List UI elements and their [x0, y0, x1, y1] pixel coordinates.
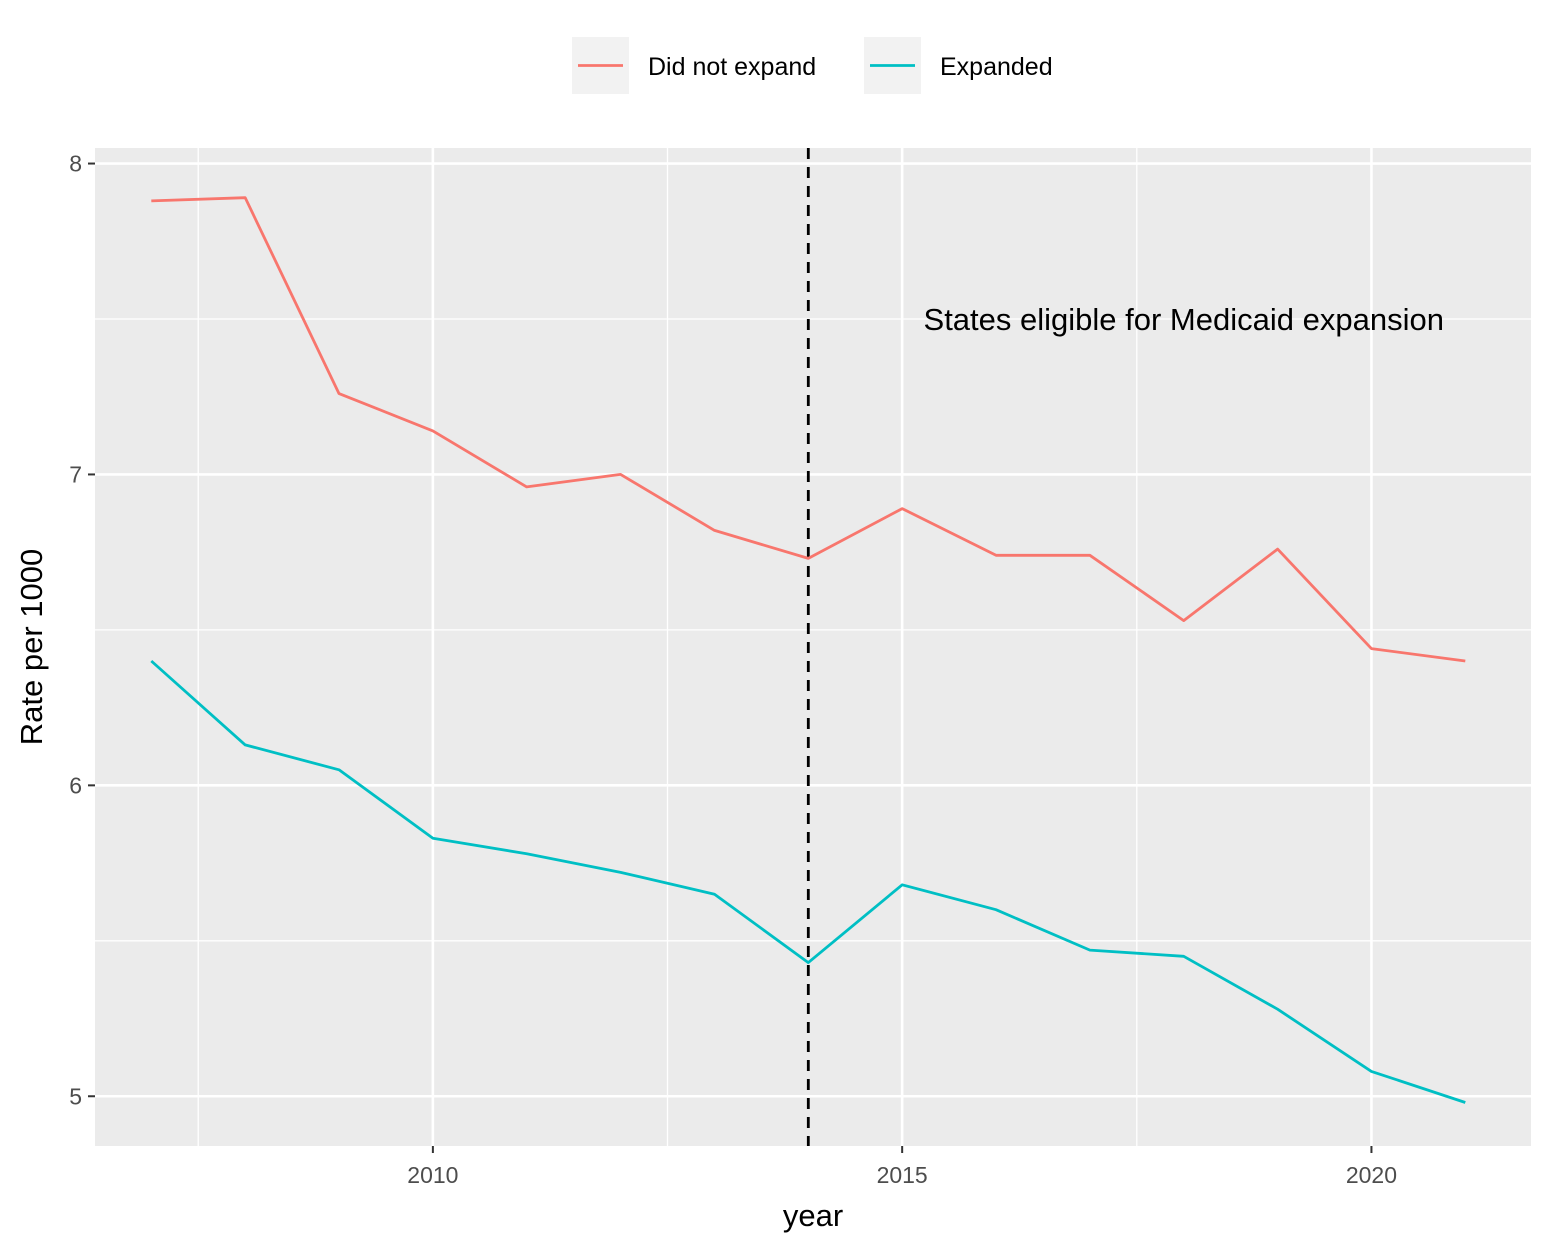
series-group: [150, 196, 1466, 1104]
legend-label: Did not expand: [648, 53, 816, 81]
x-tick-label: 2015: [877, 1162, 928, 1188]
annotation-label: States eligible for Medicaid expansion: [924, 302, 1444, 337]
y-tick-label: 5: [69, 1083, 82, 1109]
x-axis-title: year: [783, 1198, 843, 1233]
y-tick-label: 8: [69, 151, 82, 177]
y-tick-label: 7: [69, 461, 82, 487]
series-line: [150, 659, 1466, 1104]
series-line: [151, 196, 1466, 663]
y-axis-title: Rate per 1000: [14, 549, 49, 745]
grid: [95, 148, 1531, 1146]
x-tick-label: 2010: [407, 1162, 458, 1188]
legend-label: Expanded: [940, 53, 1053, 81]
plot-panel: [95, 148, 1531, 1146]
x-tick-label: 2020: [1346, 1162, 1397, 1188]
axes: 5 6 7 8 2010 2015 2020: [69, 151, 1397, 1188]
legend: Did not expand Expanded: [572, 37, 1053, 94]
y-tick-label: 6: [69, 772, 82, 798]
